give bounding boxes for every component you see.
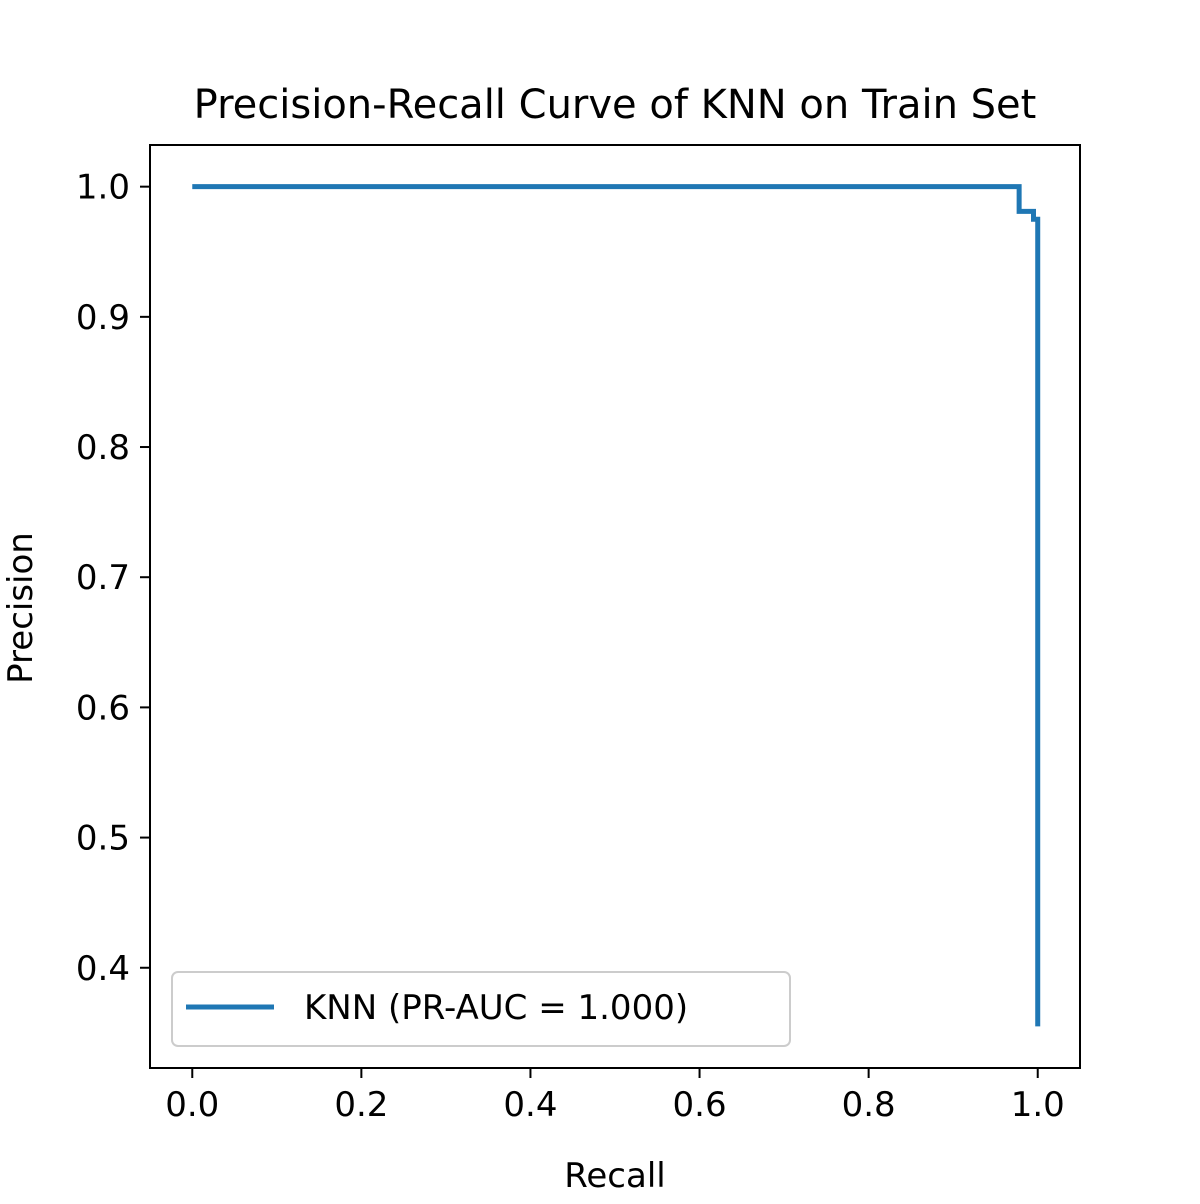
- axes-frame: [149, 144, 1081, 1069]
- y-tick-label: 0.6: [76, 688, 130, 728]
- chart-title: Precision-Recall Curve of KNN on Train S…: [194, 82, 1037, 128]
- y-tick-label: 0.8: [76, 428, 130, 468]
- legend-box: [171, 971, 791, 1047]
- y-axis-ticks: 0.4 0.5 0.6 0.7 0.8 0.9 1.0: [76, 168, 150, 989]
- y-tick-label: 0.4: [76, 949, 130, 989]
- y-axis-label: Precision: [1, 532, 41, 684]
- x-axis-ticks: 0.0 0.2 0.4 0.6 0.8 1.0: [165, 1068, 1065, 1125]
- x-tick-label: 0.4: [503, 1085, 557, 1125]
- legend-entry-knn: KNN (PR-AUC = 1.000): [304, 988, 688, 1028]
- y-tick-label: 0.9: [76, 298, 130, 338]
- x-tick-label: 0.2: [334, 1085, 388, 1125]
- y-tick-label: 0.7: [76, 558, 130, 598]
- plot-area: [192, 184, 1041, 1027]
- series-line-knn: [192, 184, 1041, 1027]
- x-tick-label: 0.6: [673, 1085, 727, 1125]
- y-tick-label: 1.0: [76, 168, 130, 208]
- x-tick-label: 0.8: [842, 1085, 896, 1125]
- y-tick-label: 0.5: [76, 819, 130, 859]
- x-axis-label: Recall: [564, 1156, 665, 1196]
- x-tick-label: 0.0: [165, 1085, 219, 1125]
- legend: KNN (PR-AUC = 1.000): [171, 971, 791, 1047]
- x-tick-label: 1.0: [1011, 1085, 1065, 1125]
